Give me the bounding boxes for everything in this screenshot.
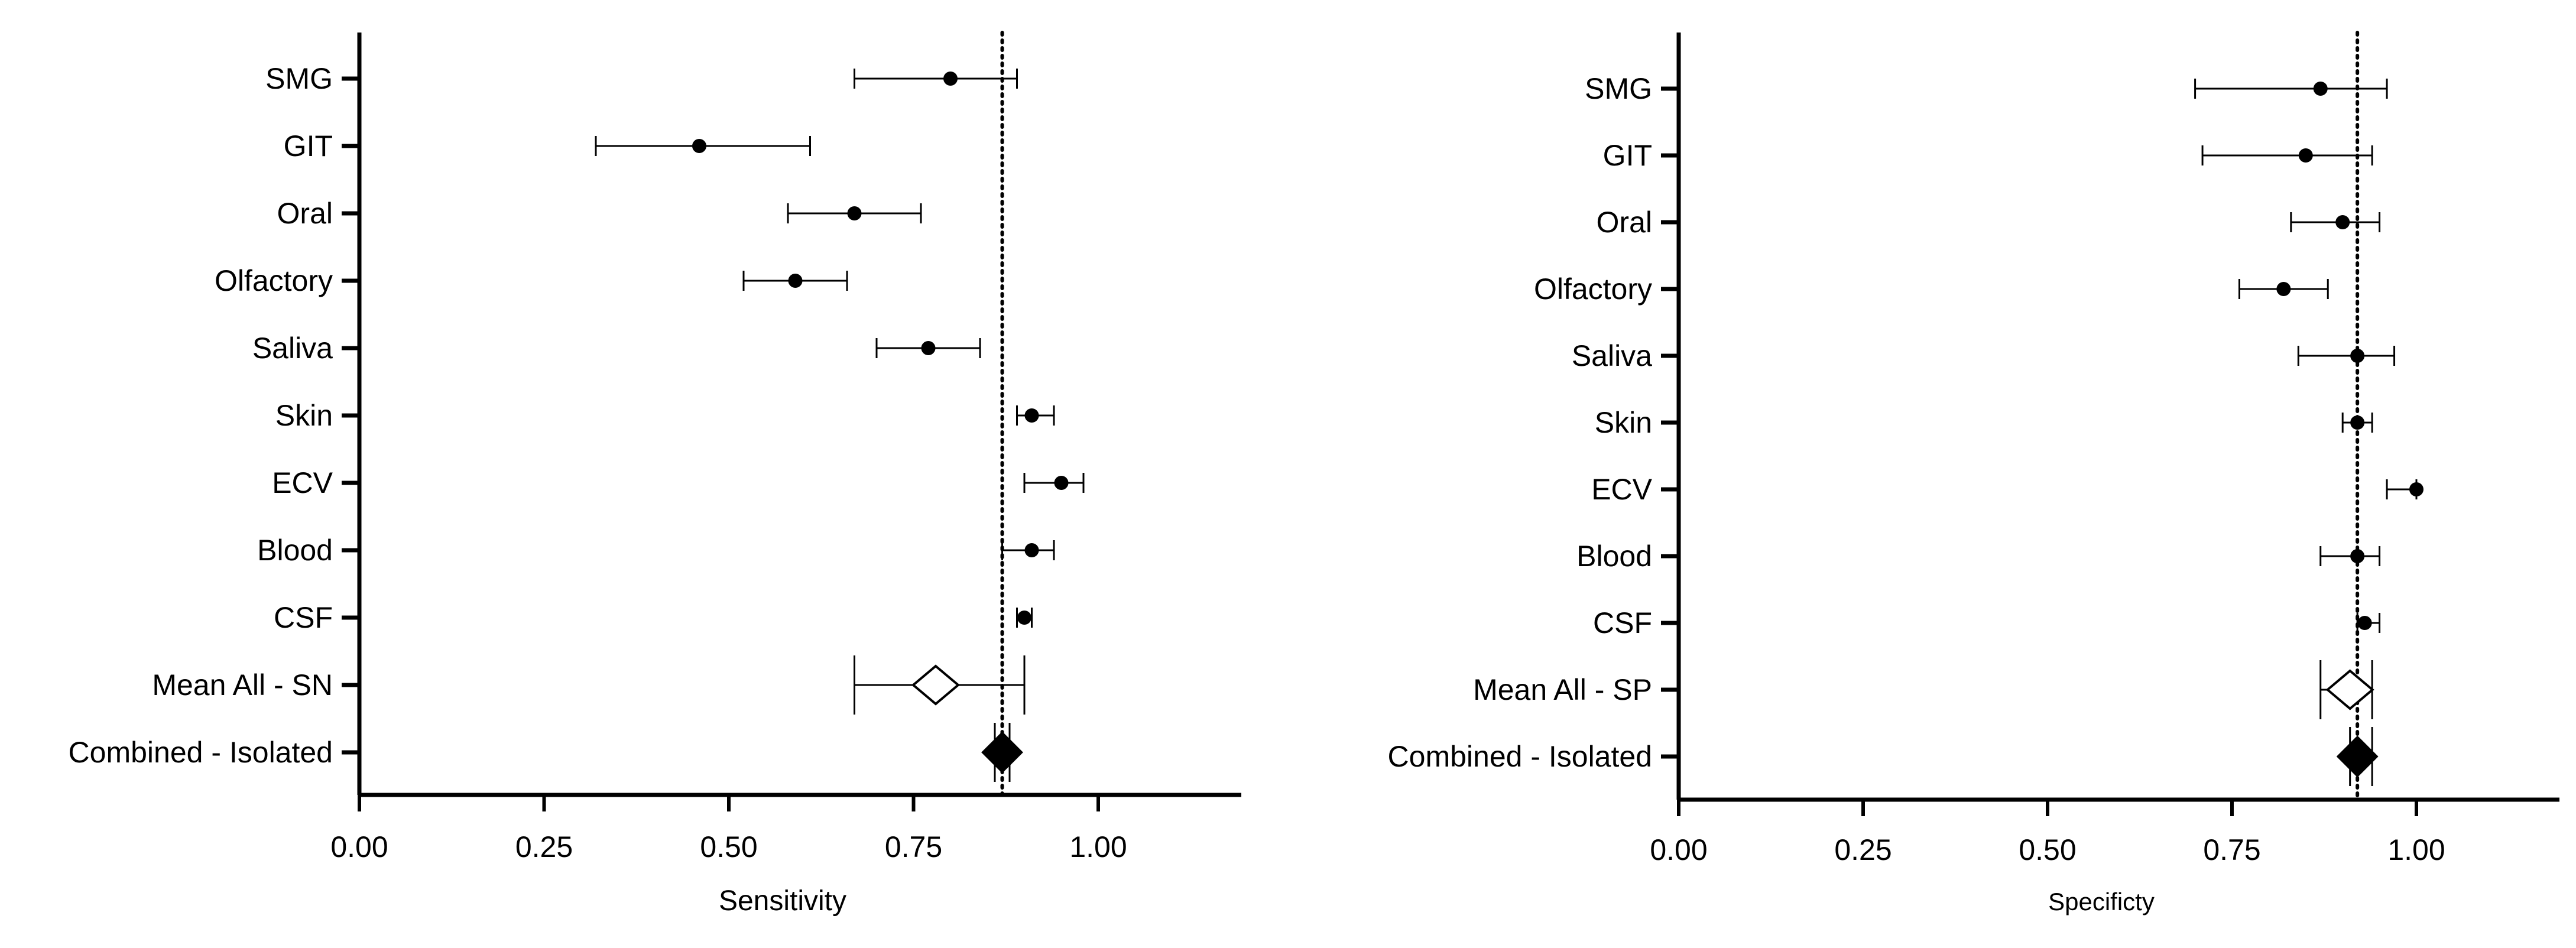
point-estimate <box>788 274 803 288</box>
point-estimate <box>692 139 706 153</box>
point-estimate <box>2335 215 2350 229</box>
y-category-label: Saliva <box>1572 339 1652 372</box>
point-estimate <box>2357 616 2372 630</box>
y-category-label: GIT <box>1603 139 1652 172</box>
y-category-label: Blood <box>1576 540 1652 573</box>
point-estimate <box>1054 476 1069 490</box>
point-estimate <box>2350 349 2365 363</box>
x-tick-label: 0.00 <box>330 830 388 863</box>
y-category-label: Mean All - SP <box>1473 673 1652 706</box>
x-tick-label: 1.00 <box>1069 830 1127 863</box>
y-category-label: SMG <box>1585 72 1652 105</box>
y-category-label: Olfactory <box>1534 272 1652 306</box>
y-category-label: SMG <box>265 62 333 95</box>
point-estimate-open-diamond <box>2325 669 2374 710</box>
x-axis-title: Specificty <box>2048 888 2155 915</box>
point-estimate <box>943 72 958 86</box>
x-axis-title: Sensitivity <box>719 885 846 917</box>
specificity-panel: 0.00 0.25 0.50 0.75 1.00 Specificty SMG GIT Oral… <box>1388 31 2559 915</box>
x-tick-label: 0.00 <box>1650 833 1707 866</box>
point-estimate <box>1024 543 1039 557</box>
x-tick-label: 0.25 <box>515 830 573 863</box>
point-estimate <box>2313 82 2328 96</box>
sensitivity-panel: 0.00 0.25 0.50 0.75 1.00 Sensitivity SMG GIT Ora… <box>69 31 1241 917</box>
y-category-label: Skin <box>275 399 333 432</box>
y-category-label: Combined - Isolated <box>69 736 333 769</box>
y-category-label: Oral <box>1597 206 1652 239</box>
y-category-label: ECV <box>1591 473 1652 506</box>
point-estimate <box>2350 415 2365 430</box>
point-estimate <box>1024 408 1039 423</box>
y-category-label: GIT <box>284 129 333 163</box>
point-estimate <box>847 206 862 220</box>
x-tick-label: 0.50 <box>700 830 757 863</box>
x-tick-label: 1.00 <box>2387 833 2445 866</box>
y-category-label: Skin <box>1595 406 1652 439</box>
y-category-label: Olfactory <box>215 264 333 297</box>
point-estimate-filled-diamond <box>981 731 1023 774</box>
point-estimate <box>921 341 936 355</box>
point-estimate-open-diamond <box>911 664 961 706</box>
point-estimate <box>2276 282 2291 296</box>
x-tick-label: 0.50 <box>2019 833 2076 866</box>
point-estimate-filled-diamond <box>2336 735 2379 778</box>
y-category-label: Combined - Isolated <box>1388 740 1652 773</box>
y-category-label: Oral <box>277 197 333 230</box>
point-estimate <box>2298 148 2313 163</box>
x-tick-label: 0.75 <box>2203 833 2260 866</box>
y-category-label: Saliva <box>252 332 333 365</box>
y-category-label: Blood <box>257 534 333 567</box>
y-category-label: CSF <box>274 601 333 634</box>
x-tick-label: 0.75 <box>885 830 942 863</box>
point-estimate <box>1017 611 1031 625</box>
y-category-label: CSF <box>1593 606 1652 639</box>
point-estimate <box>2409 482 2423 496</box>
y-category-label: Mean All - SN <box>152 668 333 702</box>
y-category-label: ECV <box>272 466 333 499</box>
point-estimate <box>2350 549 2365 563</box>
x-tick-label: 0.25 <box>1834 833 1892 866</box>
